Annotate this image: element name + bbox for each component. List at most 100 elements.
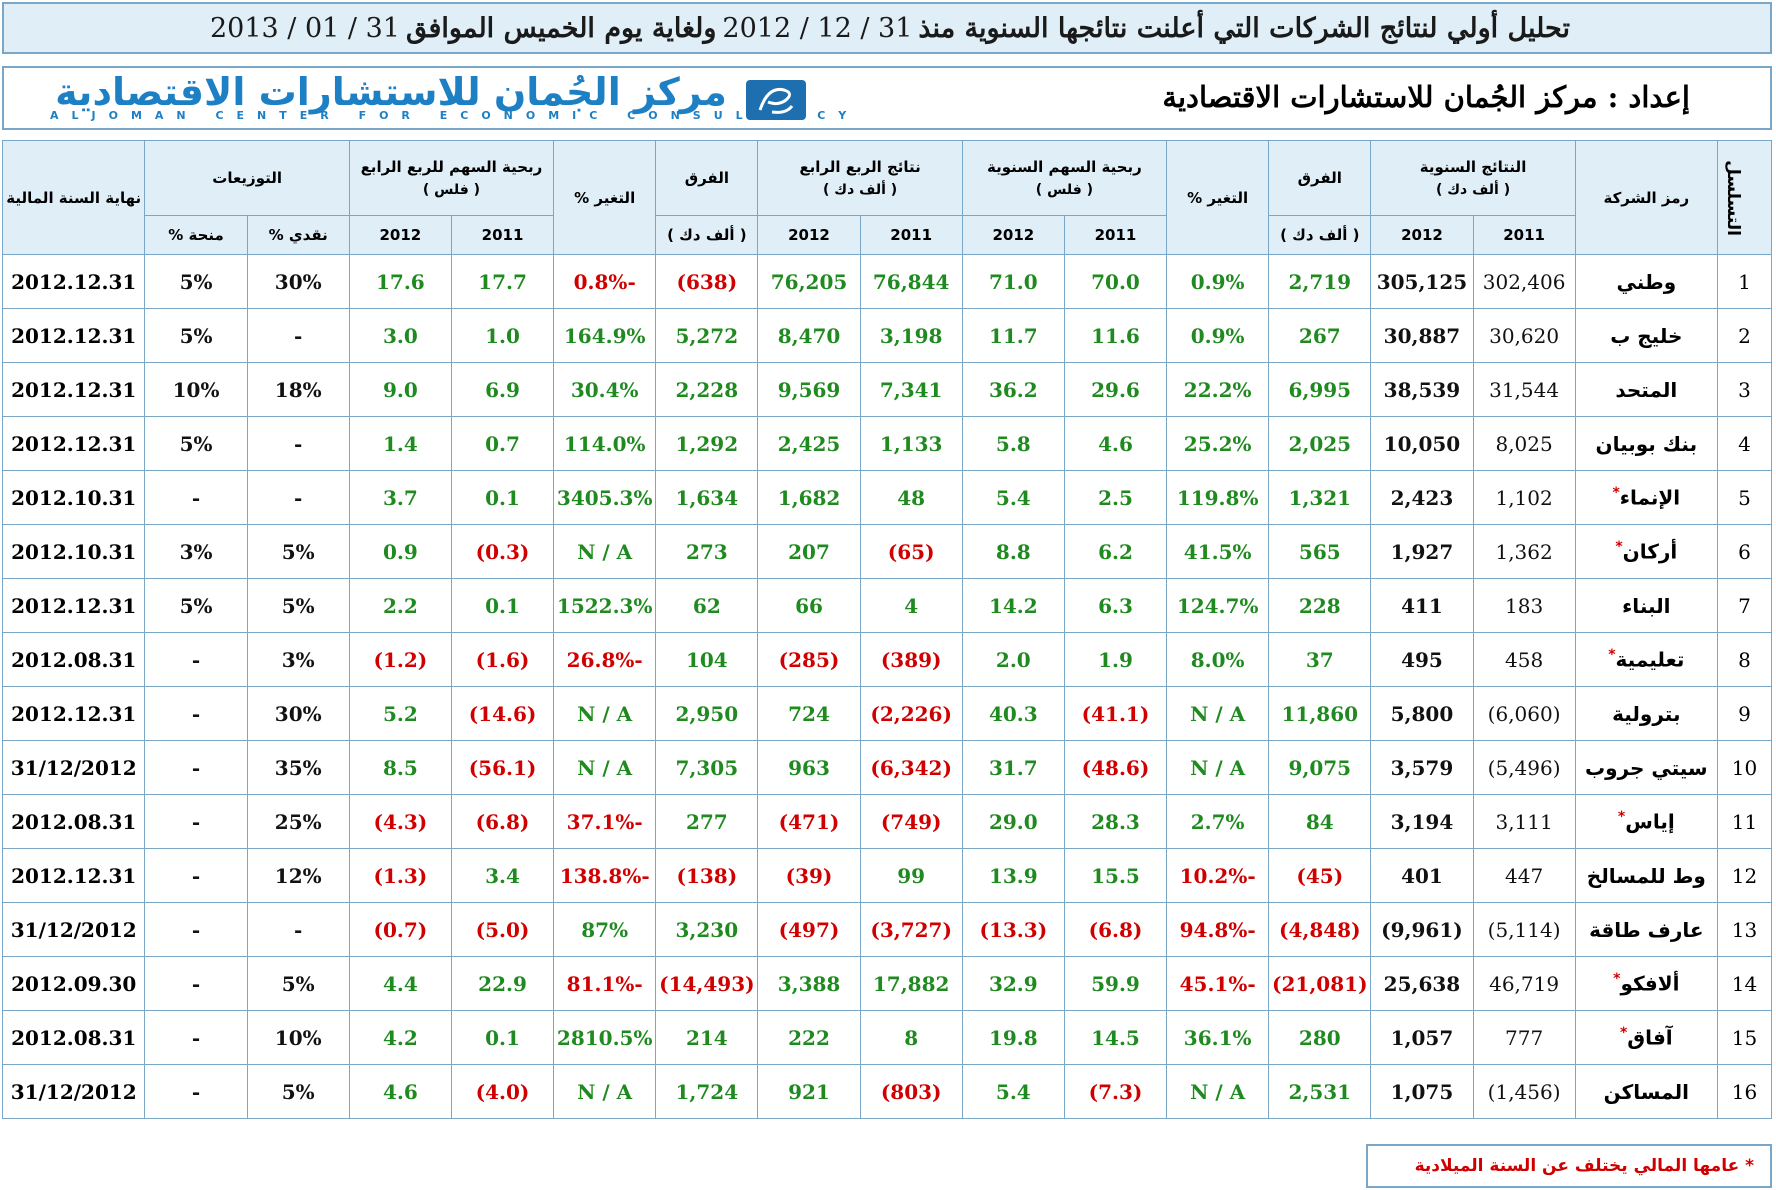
fy-end-cell: 2012.08.31 (1, 794, 146, 849)
annual-2011-cell: 46,719 (1472, 956, 1576, 1011)
cash-cell: - (246, 902, 350, 957)
col-q4-diff: الفرق (655, 140, 759, 216)
seq-cell: 13 (1716, 902, 1773, 957)
q4-change-cell: N / A (553, 740, 657, 795)
q4eps-2011-cell: 22.9 (450, 956, 555, 1011)
company-cell: ألافكو* (1574, 956, 1718, 1011)
eps-2011-cell: 15.5 (1063, 848, 1168, 903)
q4-diff-cell: 1,724 (655, 1064, 759, 1119)
annual-2012-cell: (9,961) (1370, 902, 1474, 957)
q4-2012-cell: (285) (757, 632, 861, 687)
eps-2011-cell: 29.6 (1063, 362, 1168, 417)
eps-2011-cell: 6.2 (1063, 524, 1168, 579)
eps-2012-cell: 29.0 (961, 794, 1065, 849)
eps-2012-cell: 40.3 (961, 686, 1065, 741)
eps-2011-cell: 70.0 (1063, 254, 1168, 309)
q4eps-2011-cell: (1.6) (450, 632, 555, 687)
table-row: 7 البناء 183 411 228 124.7% 6.3 14.2 4 66 62 1522.3… (1, 578, 1773, 633)
seq-cell: 1 (1716, 254, 1773, 309)
q4-2012-cell: 76,205 (757, 254, 861, 309)
seq-cell: 9 (1716, 686, 1773, 741)
annual-diff-cell: 84 (1268, 794, 1372, 849)
q4-diff-cell: 273 (655, 524, 759, 579)
company-name: وطني (1616, 269, 1677, 294)
eps-2011-cell: 59.9 (1063, 956, 1168, 1011)
q4-2011-cell: 17,882 (859, 956, 963, 1011)
company-name: المساكن (1603, 1079, 1689, 1104)
bonus-cell: - (144, 686, 248, 741)
seq-cell: 4 (1716, 416, 1773, 471)
annual-2011-cell: 458 (1472, 632, 1576, 687)
bonus-cell: - (144, 470, 248, 525)
seq-cell: 5 (1716, 470, 1773, 525)
q4-change-cell: -81.1% (553, 956, 657, 1011)
company-cell: المساكن (1574, 1064, 1718, 1119)
annual-2011-cell: 777 (1472, 1010, 1576, 1065)
footnote-star-icon: * (1612, 485, 1620, 502)
q4-diff-cell: 1,292 (655, 416, 759, 471)
col-q4eps-2011: 2011 (450, 215, 555, 255)
title-part1: تحليل أولي لنتائج الشركات التي أعلنت نتا… (918, 12, 1571, 44)
annual-diff-cell: (21,081) (1268, 956, 1372, 1011)
q4-diff-cell: 3,230 (655, 902, 759, 957)
annual-2012-cell: 495 (1370, 632, 1474, 687)
seq-cell: 15 (1716, 1010, 1773, 1065)
col-bonus: منحة % (144, 215, 248, 255)
annual-change-cell: 124.7% (1166, 578, 1270, 633)
bonus-cell: 5% (144, 308, 248, 363)
q4eps-2012-cell: 9.0 (348, 362, 452, 417)
q4-2011-cell: (6,342) (859, 740, 963, 795)
q4-diff-cell: (638) (655, 254, 759, 309)
q4-change-cell: -26.8% (553, 632, 657, 687)
q4-diff-cell: 104 (655, 632, 759, 687)
eps-2011-cell: (7.3) (1063, 1064, 1168, 1119)
company-name: إياس (1625, 809, 1675, 834)
q4eps-2011-cell: (4.0) (450, 1064, 555, 1119)
cash-cell: 5% (246, 524, 350, 579)
seq-cell: 10 (1716, 740, 1773, 795)
annual-change-cell: 0.9% (1166, 308, 1270, 363)
cash-cell: 5% (246, 578, 350, 633)
q4eps-2012-cell: 17.6 (348, 254, 452, 309)
annual-2011-cell: 1,102 (1472, 470, 1576, 525)
col-eps-2012: 2012 (961, 215, 1065, 255)
annual-diff-cell: 11,860 (1268, 686, 1372, 741)
annual-diff-cell: 565 (1268, 524, 1372, 579)
q4-diff-cell: (14,493) (655, 956, 759, 1011)
company-name: ألافكو (1620, 971, 1680, 996)
q4eps-2011-cell: (14.6) (450, 686, 555, 741)
annual-diff-cell: (4,848) (1268, 902, 1372, 957)
bonus-cell: - (144, 1010, 248, 1065)
col-eps-2011: 2011 (1063, 215, 1168, 255)
eps-2012-cell: (13.3) (961, 902, 1065, 957)
cash-cell: - (246, 308, 350, 363)
results-table: التسلسل رمز الشركة النتائج السنوية( ألف … (1, 140, 1773, 1119)
company-name: البناء (1622, 593, 1671, 618)
table-row: 11 إياس* 3,111 3,194 84 2.7% 28.3 29.0 (749) (471… (1, 794, 1773, 849)
company-name: وط للمسالخ (1586, 863, 1706, 888)
eps-2012-cell: 31.7 (961, 740, 1065, 795)
q4-2011-cell: 99 (859, 848, 963, 903)
footnote-star-icon: * (1615, 539, 1623, 556)
q4eps-2012-cell: 5.2 (348, 686, 452, 741)
table-row: 8 تعليمية* 458 495 37 8.0% 1.9 2.0 (389) (285) 104… (1, 632, 1773, 687)
fy-end-cell: 2012.12.31 (1, 308, 146, 363)
q4-2011-cell: 4 (859, 578, 963, 633)
company-cell: عارف طاقة (1574, 902, 1718, 957)
q4eps-2011-cell: (6.8) (450, 794, 555, 849)
q4-2011-cell: (389) (859, 632, 963, 687)
seq-cell: 11 (1716, 794, 1773, 849)
bonus-cell: - (144, 632, 248, 687)
q4-2011-cell: 3,198 (859, 308, 963, 363)
eps-2012-cell: 71.0 (961, 254, 1065, 309)
eps-2012-cell: 19.8 (961, 1010, 1065, 1065)
q4-2012-cell: 9,569 (757, 362, 861, 417)
cash-cell: 5% (246, 1064, 350, 1119)
company-cell: بنك بوبيان (1574, 416, 1718, 471)
fy-end-cell: 2012.09.30 (1, 956, 146, 1011)
bonus-cell: - (144, 740, 248, 795)
footnote-star-icon: * (1613, 971, 1621, 988)
q4-2011-cell: 76,844 (859, 254, 963, 309)
q4-2012-cell: (497) (757, 902, 861, 957)
cash-cell: - (246, 416, 350, 471)
